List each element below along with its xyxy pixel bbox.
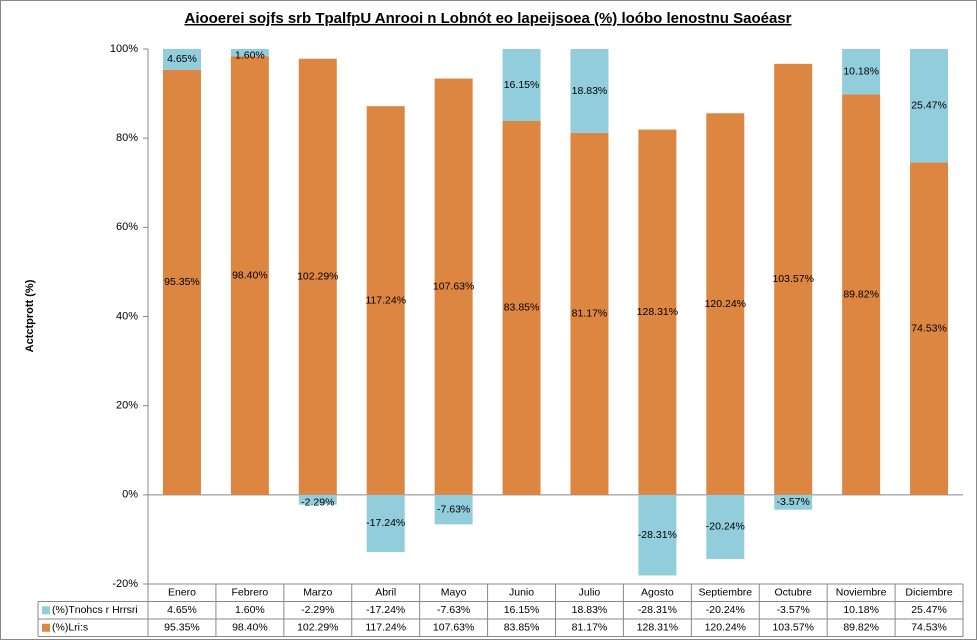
bar (910, 49, 949, 163)
bar (162, 69, 201, 495)
data-label: -20.24% (706, 521, 745, 533)
table-cell: 98.40% (232, 622, 268, 634)
x-tick-label: Marzo (303, 587, 332, 599)
x-tick-label: Septiembre (698, 587, 752, 599)
data-label: 74.53% (911, 322, 947, 334)
bar (298, 494, 337, 505)
bar (706, 113, 745, 495)
bar (502, 49, 541, 122)
table-cell: 120.24% (705, 622, 746, 634)
y-axis-title: Actctprott (%) (24, 279, 36, 352)
table-cell: -17.24% (366, 604, 405, 616)
table-cell: 1.60% (235, 604, 265, 616)
table-cell: 102.29% (297, 622, 338, 634)
table-cell: 74.53% (911, 622, 947, 634)
x-tick-label: Junio (509, 587, 534, 599)
legend-label: (%)Tnohcs r Hrrsri (52, 604, 138, 616)
bar (502, 121, 541, 495)
data-label: -3.57% (777, 496, 810, 508)
y-tick-label: 80% (116, 132, 138, 144)
x-tick-label: Noviembre (836, 587, 887, 599)
bar (842, 94, 881, 495)
table-cell: 117.24% (365, 622, 406, 634)
bar (638, 494, 677, 576)
data-label: 102.29% (297, 271, 338, 283)
table-cell: -7.63% (437, 604, 470, 616)
bar (706, 494, 745, 560)
x-tick-label: Diciembre (905, 587, 952, 599)
bar (366, 494, 405, 552)
y-tick-label: 20% (116, 400, 138, 412)
table-cell: -2.29% (301, 604, 334, 616)
chart-title: Aiooerei sojfs srb TpalfpU Anrooi n Lobn… (184, 10, 791, 27)
legend-swatch (42, 606, 50, 615)
data-label: 25.47% (911, 100, 947, 112)
table-cell: 103.57% (772, 622, 813, 634)
x-tick-label: Enero (168, 587, 196, 599)
data-label: 1.60% (235, 49, 265, 61)
y-tick-label: 60% (116, 221, 138, 233)
y-tick-label: 100% (110, 43, 138, 55)
bar (570, 132, 609, 495)
bar (570, 49, 609, 133)
data-label: 98.40% (232, 269, 268, 281)
x-tick-label: Abril (375, 587, 396, 599)
x-tick-label: Agosto (641, 587, 674, 599)
x-tick-label: Mayo (441, 587, 467, 599)
y-tick-label: 40% (116, 310, 138, 322)
table-cell: -20.24% (706, 604, 745, 616)
bar (434, 78, 473, 495)
bar (774, 63, 813, 495)
data-label: 103.57% (772, 273, 813, 285)
data-label: -17.24% (366, 517, 405, 529)
bar (910, 162, 949, 495)
table-cell: 89.82% (843, 622, 879, 634)
bar (230, 56, 269, 495)
bar (842, 49, 881, 95)
table-cell: 81.17% (572, 622, 608, 634)
table-cell: 128.31% (637, 622, 678, 634)
table-cell: 25.47% (911, 604, 947, 616)
bar (366, 106, 405, 495)
data-label: 89.82% (843, 288, 879, 300)
table-cell: 16.15% (504, 604, 540, 616)
data-label: 81.17% (572, 308, 608, 320)
data-label: 83.85% (504, 302, 540, 314)
data-label: 128.31% (637, 306, 678, 318)
data-label: -7.63% (437, 503, 470, 515)
table-cell: -3.57% (777, 604, 810, 616)
data-label: 107.63% (433, 280, 474, 292)
data-label: 95.35% (164, 276, 200, 288)
bar (638, 129, 677, 495)
data-label: 10.18% (843, 65, 879, 77)
data-label: 117.24% (365, 294, 406, 306)
legend-label: (%)Lri:s (52, 622, 88, 634)
bar (162, 49, 201, 70)
table-cell: 107.63% (433, 622, 474, 634)
x-tick-label: Febrero (231, 587, 268, 599)
table-cell: 83.85% (504, 622, 540, 634)
legend-swatch (42, 623, 50, 632)
bar (774, 494, 813, 510)
data-label: 120.24% (705, 298, 746, 310)
x-tick-label: Julio (579, 587, 601, 599)
table-cell: 4.65% (167, 604, 197, 616)
table-cell: 95.35% (164, 622, 200, 634)
data-label: -2.29% (301, 496, 334, 508)
y-tick-label: -20% (112, 578, 138, 590)
table-cell: 10.18% (843, 604, 879, 616)
bar (230, 49, 269, 57)
table-cell: 18.83% (572, 604, 608, 616)
data-label: -28.31% (638, 529, 677, 541)
data-label: 18.83% (572, 85, 608, 97)
data-label: 16.15% (504, 79, 540, 91)
bar (298, 58, 337, 495)
x-tick-label: Octubre (775, 587, 813, 599)
y-tick-label: 0% (122, 489, 138, 501)
bar (434, 494, 473, 525)
table-cell: -28.31% (638, 604, 677, 616)
data-label: 4.65% (167, 53, 197, 65)
